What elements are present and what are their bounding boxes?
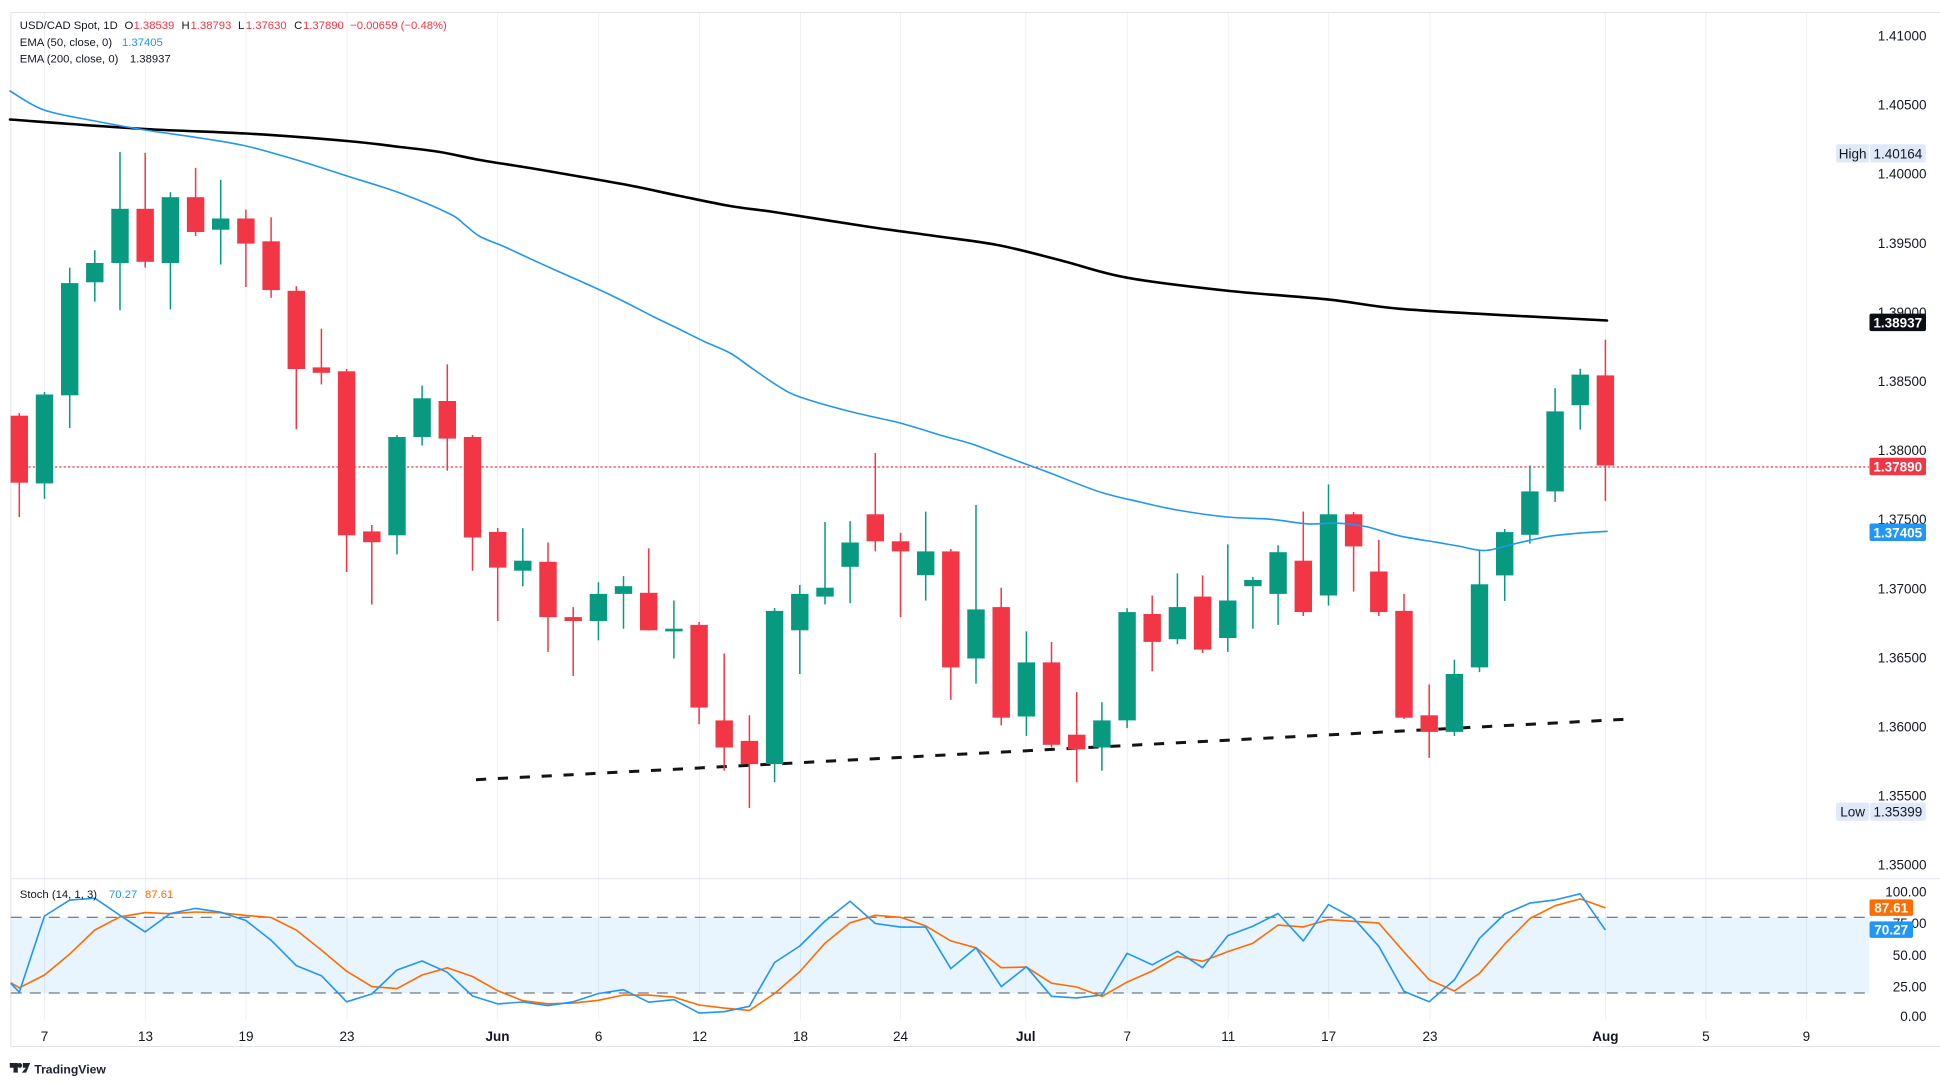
svg-text:50.00: 50.00 [1893, 948, 1927, 963]
svg-text:87.61: 87.61 [145, 889, 173, 901]
svg-text:1.36500: 1.36500 [1878, 650, 1927, 665]
svg-text:25.00: 25.00 [1893, 980, 1927, 995]
svg-text:Low: Low [1840, 805, 1865, 820]
svg-text:1.37890: 1.37890 [1873, 460, 1922, 475]
svg-text:23: 23 [1422, 1029, 1437, 1044]
svg-text:5: 5 [1702, 1029, 1710, 1044]
svg-text:1.37000: 1.37000 [1878, 581, 1927, 596]
svg-text:100.00: 100.00 [1885, 884, 1926, 899]
svg-text:Jun: Jun [485, 1029, 509, 1044]
svg-text:Jul: Jul [1016, 1029, 1036, 1044]
svg-text:EMA (200, close, 0): EMA (200, close, 0) [20, 53, 119, 65]
svg-text:1.37500: 1.37500 [1878, 512, 1927, 527]
svg-text:23: 23 [339, 1029, 354, 1044]
svg-text:1.40500: 1.40500 [1878, 98, 1927, 113]
svg-text:1.40164: 1.40164 [1873, 146, 1922, 161]
svg-text:1.37890: 1.37890 [303, 20, 344, 32]
svg-text:O: O [125, 20, 134, 32]
svg-text:1.38793: 1.38793 [191, 20, 232, 32]
svg-text:1.35000: 1.35000 [1878, 858, 1927, 873]
svg-text:7: 7 [1124, 1029, 1132, 1044]
svg-text:70.27: 70.27 [109, 889, 137, 901]
svg-text:Aug: Aug [1592, 1029, 1618, 1044]
svg-text:9: 9 [1803, 1029, 1811, 1044]
svg-text:1.41000: 1.41000 [1878, 29, 1927, 44]
svg-text:1.40000: 1.40000 [1878, 167, 1927, 182]
svg-text:1.37405: 1.37405 [122, 37, 163, 49]
svg-text:1.38539: 1.38539 [134, 20, 175, 32]
svg-text:12: 12 [692, 1029, 707, 1044]
svg-text:−0.00659 (−0.48%): −0.00659 (−0.48%) [350, 20, 447, 32]
svg-text:0.00: 0.00 [1900, 1009, 1926, 1024]
svg-text:1.36000: 1.36000 [1878, 720, 1927, 735]
svg-text:Stoch (14, 1, 3): Stoch (14, 1, 3) [20, 889, 97, 901]
svg-text:1.35399: 1.35399 [1873, 805, 1922, 820]
svg-text:1.38937: 1.38937 [1873, 315, 1922, 330]
svg-text:18: 18 [793, 1029, 808, 1044]
svg-text:L: L [238, 20, 244, 32]
svg-text:EMA (50, close, 0): EMA (50, close, 0) [20, 37, 113, 49]
svg-text:C: C [294, 20, 302, 32]
svg-text:1.38000: 1.38000 [1878, 443, 1927, 458]
svg-text:High: High [1839, 146, 1867, 161]
svg-text:1.37405: 1.37405 [1873, 525, 1922, 540]
svg-text:19: 19 [238, 1029, 253, 1044]
svg-text:1.35500: 1.35500 [1878, 789, 1927, 804]
svg-text:1.37630: 1.37630 [246, 20, 287, 32]
svg-text:13: 13 [138, 1029, 153, 1044]
svg-text:1.38500: 1.38500 [1878, 374, 1927, 389]
svg-text:1.38937: 1.38937 [130, 53, 171, 65]
svg-text:87.61: 87.61 [1874, 901, 1908, 916]
svg-text:1.39500: 1.39500 [1878, 236, 1927, 251]
svg-text:H: H [182, 20, 190, 32]
svg-text:TradingView: TradingView [34, 1063, 106, 1077]
svg-text:7: 7 [41, 1029, 49, 1044]
svg-text:11: 11 [1221, 1029, 1235, 1044]
svg-text:6: 6 [595, 1029, 603, 1044]
svg-text:70.27: 70.27 [1874, 923, 1908, 938]
svg-text:24: 24 [893, 1029, 909, 1044]
svg-text:USD/CAD Spot, 1D: USD/CAD Spot, 1D [20, 20, 118, 32]
svg-text:17: 17 [1321, 1029, 1336, 1044]
